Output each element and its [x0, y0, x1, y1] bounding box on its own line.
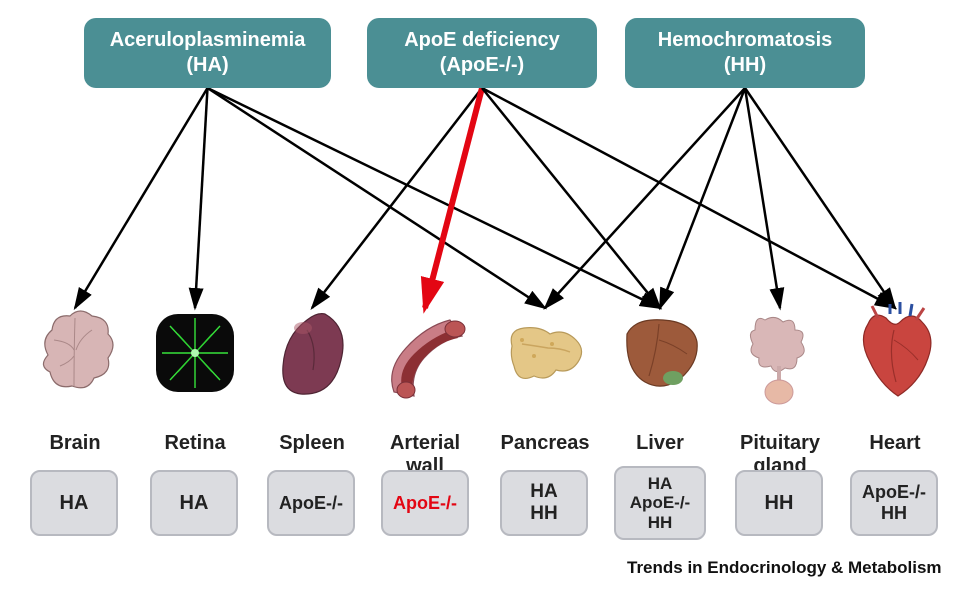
attribution-text: Trends in Endocrinology & Metabolism [627, 558, 942, 578]
organ-retina-icon [150, 300, 240, 410]
condition-ha: Aceruloplasminemia(HA) [84, 18, 331, 88]
tag-heart: ApoE-/-HH [850, 470, 938, 536]
condition-hh: Hemochromatosis(HH) [625, 18, 865, 88]
organ-brain-label: Brain [20, 432, 130, 455]
organ-liver-icon [615, 300, 705, 410]
condition-apoe: ApoE deficiency(ApoE-/-) [367, 18, 597, 88]
tag-pituitary: HH [735, 470, 823, 536]
organ-brain-icon [30, 300, 120, 410]
arrow-hh-liver [660, 88, 745, 308]
organ-arterial-icon [380, 300, 470, 410]
organ-liver-label: Liver [605, 432, 715, 455]
arrow-ha-liver [208, 88, 661, 308]
organ-pancreas-icon [500, 300, 590, 410]
arrow-ha-retina [195, 88, 208, 308]
organ-pituitary-icon [735, 300, 825, 410]
organ-pancreas-label: Pancreas [490, 432, 600, 455]
arrow-ha-brain [75, 88, 208, 308]
organ-retina-label: Retina [140, 432, 250, 455]
tag-liver: HAApoE-/-HH [614, 466, 706, 540]
tag-spleen: ApoE-/- [267, 470, 355, 536]
organ-spleen-icon [267, 300, 357, 410]
arrow-hh-heart [745, 88, 895, 308]
arrow-hh-pituitary [745, 88, 780, 308]
arrow-hh-pancreas [545, 88, 745, 308]
tag-brain: HA [30, 470, 118, 536]
organ-spleen-label: Spleen [257, 432, 367, 455]
arrow-apoe-arterial [425, 88, 482, 308]
tag-arterial: ApoE-/- [381, 470, 469, 536]
organ-heart-label: Heart [840, 432, 950, 455]
arrow-apoe-spleen [312, 88, 482, 308]
arrow-apoe-heart [482, 88, 895, 308]
tag-pancreas: HAHH [500, 470, 588, 536]
tag-retina: HA [150, 470, 238, 536]
arrow-ha-pancreas [208, 88, 546, 308]
arrow-apoe-liver [482, 88, 660, 308]
organ-heart-icon [850, 300, 940, 410]
